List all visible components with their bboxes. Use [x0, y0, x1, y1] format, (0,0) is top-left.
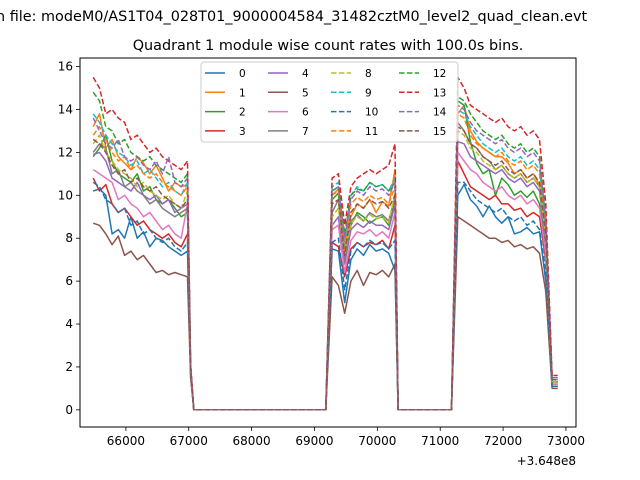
series-line-7 — [92, 121, 558, 411]
x-tick-label: 66000 — [107, 434, 145, 448]
y-tick-label: 6 — [65, 274, 73, 288]
legend-label-4: 4 — [302, 68, 309, 80]
legend-frame — [200, 61, 459, 143]
chart-title: Quadrant 1 module wise count rates with … — [133, 38, 524, 54]
legend-label-2: 2 — [239, 107, 246, 119]
figure-suptitle: n file: modeM0/AS1T04_028T01_9000004584_… — [0, 9, 587, 25]
series-line-15 — [92, 125, 558, 411]
x-tick-label: 72000 — [484, 434, 522, 448]
legend-label-7: 7 — [302, 126, 309, 138]
y-tick-label: 8 — [65, 231, 73, 245]
legend-label-10: 10 — [365, 107, 378, 119]
plot-frame — [79, 57, 577, 428]
series-line-13 — [92, 76, 558, 411]
legend-label-6: 6 — [302, 107, 309, 119]
series-line-3 — [92, 160, 558, 411]
y-tick-label: 10 — [58, 188, 73, 202]
legend-label-8: 8 — [365, 68, 372, 80]
legend-label-14: 14 — [433, 107, 447, 119]
series-line-10 — [92, 181, 558, 411]
x-tick-label: 68000 — [233, 434, 271, 448]
series-line-5 — [92, 216, 558, 411]
x-offset-label: +3.648e8 — [517, 454, 576, 468]
x-tick-label: 69000 — [295, 434, 333, 448]
series-layer — [92, 76, 558, 411]
series-line-0 — [92, 183, 558, 411]
series-line-9 — [92, 108, 558, 411]
series-line-6 — [92, 151, 558, 411]
axis-ticks: 66000 67000 68000 69000 70000 71000 72000 73000… — [58, 60, 585, 448]
legend-label-5: 5 — [302, 87, 309, 99]
y-tick-label: 16 — [58, 60, 73, 74]
legend-label-9: 9 — [365, 87, 372, 99]
series-line-11 — [92, 113, 558, 411]
x-tick-label: 70000 — [358, 434, 396, 448]
legend-label-12: 12 — [433, 68, 446, 80]
y-tick-label: 4 — [65, 317, 73, 331]
legend-label-3: 3 — [239, 126, 246, 138]
x-tick-label: 73000 — [547, 434, 585, 448]
y-tick-label: 12 — [58, 145, 73, 159]
legend-label-1: 1 — [239, 87, 246, 99]
series-line-8 — [92, 130, 558, 411]
legend-label-13: 13 — [433, 87, 446, 99]
legend-label-0: 0 — [239, 68, 246, 80]
legend-label-15: 15 — [433, 126, 446, 138]
x-tick-label: 67000 — [170, 434, 208, 448]
legend-label-11: 11 — [365, 126, 378, 138]
y-tick-label: 2 — [65, 360, 73, 374]
x-tick-label: 71000 — [421, 434, 459, 448]
y-tick-label: 0 — [65, 403, 73, 417]
series-line-2 — [92, 100, 558, 411]
y-tick-label: 14 — [58, 102, 73, 116]
